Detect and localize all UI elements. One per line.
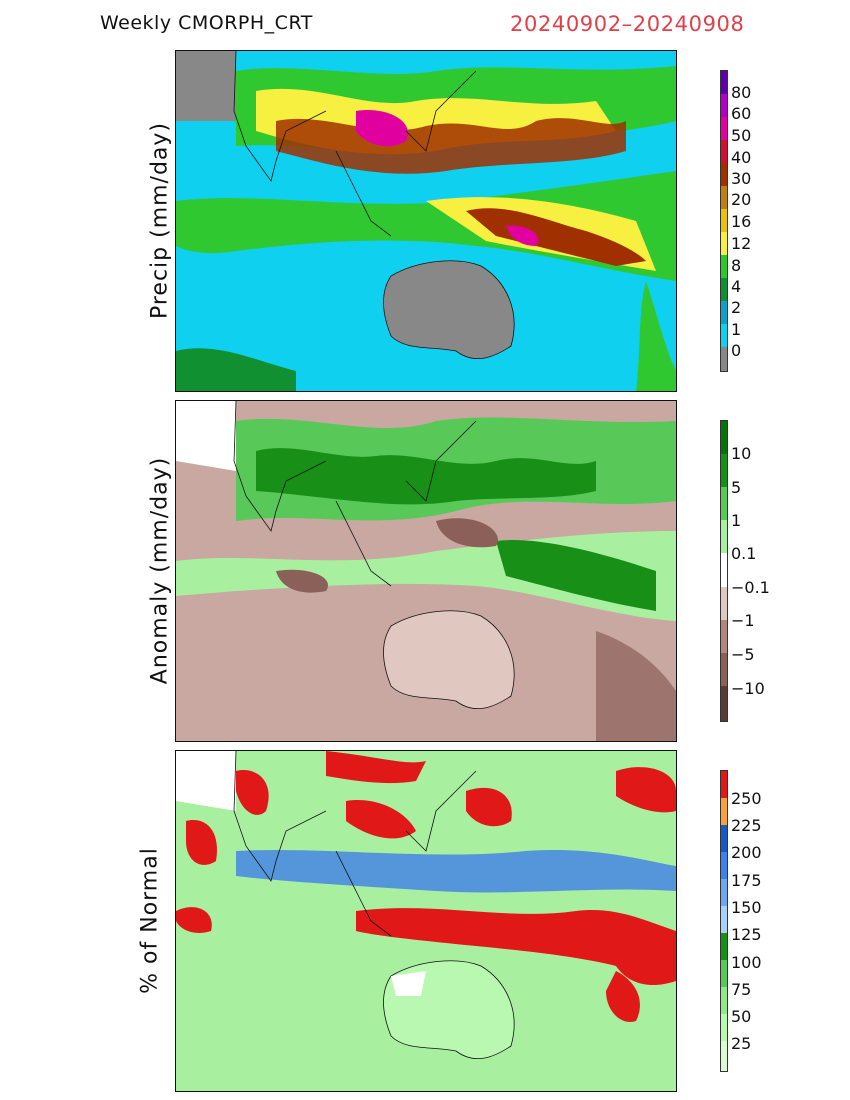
precip-tick-20: 20: [731, 190, 752, 209]
precip-colorbar: [720, 70, 728, 372]
date-range: 20240902–20240908: [510, 12, 745, 36]
percent-tick-75: 75: [731, 980, 752, 999]
product-title: Weekly CMORPH_CRT: [100, 12, 313, 34]
percent-tick-225: 225: [731, 816, 762, 835]
precip-tick-1: 1: [731, 320, 742, 339]
precip-axis-label: Precip (mm/day): [147, 121, 173, 320]
percent-map-graphic: [176, 751, 676, 1091]
anomaly-tick-minus-5: −5: [731, 645, 755, 664]
precip-tick-2: 2: [731, 298, 742, 317]
percent-tick-150: 150: [731, 898, 762, 917]
percent-tick-100: 100: [731, 953, 762, 972]
precip-tick-8: 8: [731, 256, 742, 275]
precip-tick-0: 0: [731, 341, 742, 360]
precip-tick-50: 50: [731, 126, 752, 145]
precip-tick-12: 12: [731, 234, 752, 253]
anomaly-tick-minus-10: −10: [731, 679, 765, 698]
precip-tick-60: 60: [731, 104, 752, 123]
anomaly-tick-5: 5: [731, 478, 742, 497]
percent-tick-125: 125: [731, 925, 762, 944]
anomaly-tick-minus-0.1: −0.1: [731, 578, 770, 597]
anomaly-tick-0.1: 0.1: [731, 544, 757, 563]
precip-tick-16: 16: [731, 212, 752, 231]
anomaly-tick-10: 10: [731, 444, 752, 463]
precip-map-graphic: [176, 51, 676, 391]
precip-tick-30: 30: [731, 169, 752, 188]
percent-tick-50: 50: [731, 1007, 752, 1026]
percent-tick-25: 25: [731, 1034, 752, 1053]
anomaly-axis-label: Anomaly (mm/day): [147, 456, 173, 685]
precip-tick-80: 80: [731, 83, 752, 102]
percent-map: [175, 750, 677, 1092]
percent-tick-175: 175: [731, 871, 762, 890]
anomaly-map-graphic: [176, 401, 676, 741]
percent-tick-250: 250: [731, 789, 762, 808]
anomaly-tick-minus-1: −1: [731, 611, 755, 630]
percent-axis-label: % of Normal: [137, 847, 163, 994]
precip-tick-4: 4: [731, 277, 742, 296]
precip-tick-40: 40: [731, 148, 752, 167]
percent-tick-200: 200: [731, 843, 762, 862]
precip-map: [175, 50, 677, 392]
anomaly-tick-1: 1: [731, 511, 742, 530]
percent-colorbar: [720, 770, 728, 1072]
anomaly-colorbar: [720, 420, 728, 722]
anomaly-map: [175, 400, 677, 742]
